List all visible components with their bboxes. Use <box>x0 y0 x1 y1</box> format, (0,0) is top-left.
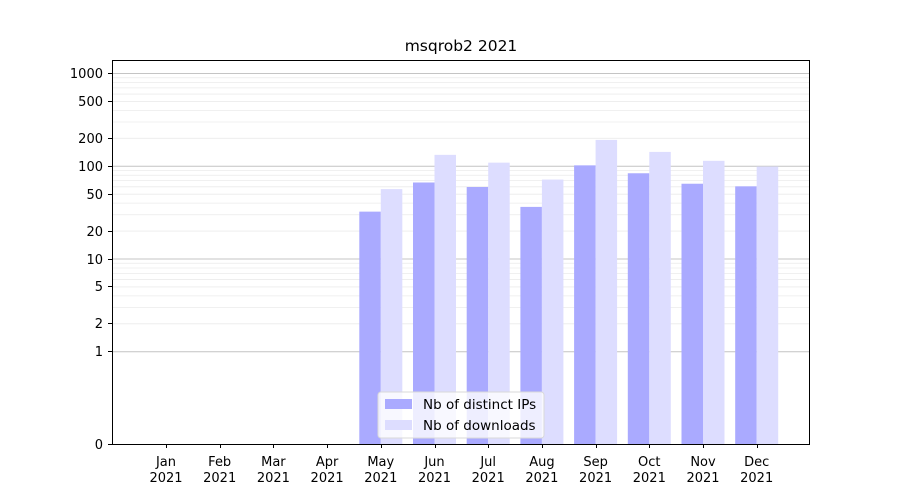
y-tick-label: 1 <box>95 345 103 360</box>
x-tick-label-month: Nov <box>690 455 716 470</box>
x-tick-label-year: 2021 <box>633 471 666 486</box>
x-tick-label-year: 2021 <box>257 471 290 486</box>
bar-downloads <box>380 189 403 444</box>
bar-distinct-ips <box>520 206 542 444</box>
x-tick-label-month: Dec <box>744 455 769 470</box>
bar-distinct-ips <box>627 173 650 445</box>
x-tick-label-month: Apr <box>316 455 339 470</box>
y-tick-label: 20 <box>86 225 103 240</box>
x-tick-label-month: Jan <box>155 455 176 470</box>
x-tick-label-year: 2021 <box>579 471 612 486</box>
x-tick-label-year: 2021 <box>149 471 182 486</box>
x-tick-label-month: Mar <box>261 455 286 470</box>
bar-distinct-ips <box>681 183 703 444</box>
y-tick-label: 100 <box>78 160 103 175</box>
x-tick-label-month: Jun <box>423 455 444 470</box>
x-tick-label-month: Feb <box>208 455 231 470</box>
bar-downloads <box>649 151 671 445</box>
grid-lines <box>112 73 809 353</box>
bar-downloads <box>541 179 564 445</box>
legend: Nb of distinct IPs Nb of downloads <box>377 391 545 439</box>
bar-downloads <box>703 160 725 445</box>
x-tick-label-year: 2021 <box>472 471 505 486</box>
x-tick-label-year: 2021 <box>311 471 344 486</box>
x-tick-label-month: Sep <box>583 455 608 470</box>
bar-distinct-ips <box>466 187 489 444</box>
y-tick-label: 2 <box>95 317 103 332</box>
y-tick-label: 50 <box>86 188 103 203</box>
x-tick-label-year: 2021 <box>686 471 719 486</box>
x-tick-label-month: Aug <box>529 455 554 470</box>
x-tick-label-month: Jul <box>479 455 496 470</box>
legend-label: Nb of downloads <box>423 418 536 434</box>
bar-distinct-ips <box>359 211 381 444</box>
chart-title: msqrob2 2021 <box>405 37 518 55</box>
y-tick-label: 0 <box>95 438 103 453</box>
bar-distinct-ips <box>413 182 435 444</box>
y-tick-label: 1000 <box>70 67 103 82</box>
y-tick-label: 500 <box>78 95 103 110</box>
bar-downloads <box>595 139 618 444</box>
x-tick-label-year: 2021 <box>203 471 236 486</box>
axes: 01251020501002005001000Jan2021Feb2021Mar… <box>70 67 773 486</box>
legend-label: Nb of distinct IPs <box>423 397 536 413</box>
y-tick-label: 5 <box>95 280 103 295</box>
y-tick-label: 10 <box>86 253 103 268</box>
x-tick-label-month: Oct <box>638 455 660 470</box>
bars <box>359 139 779 445</box>
x-tick-label-year: 2021 <box>740 471 773 486</box>
x-tick-label-year: 2021 <box>418 471 451 486</box>
x-tick-label-year: 2021 <box>525 471 558 486</box>
legend-swatch <box>385 399 412 409</box>
bar-distinct-ips <box>574 165 596 445</box>
plot-frame <box>112 60 810 445</box>
x-tick-label-year: 2021 <box>364 471 397 486</box>
legend-box <box>377 391 545 439</box>
bar-downloads <box>756 166 779 444</box>
bar-downloads <box>434 154 456 444</box>
bar-downloads <box>488 162 510 444</box>
y-tick-label: 200 <box>78 132 103 147</box>
bar-distinct-ips <box>735 186 757 444</box>
x-tick-label-month: May <box>367 455 394 470</box>
legend-swatch <box>385 420 412 430</box>
